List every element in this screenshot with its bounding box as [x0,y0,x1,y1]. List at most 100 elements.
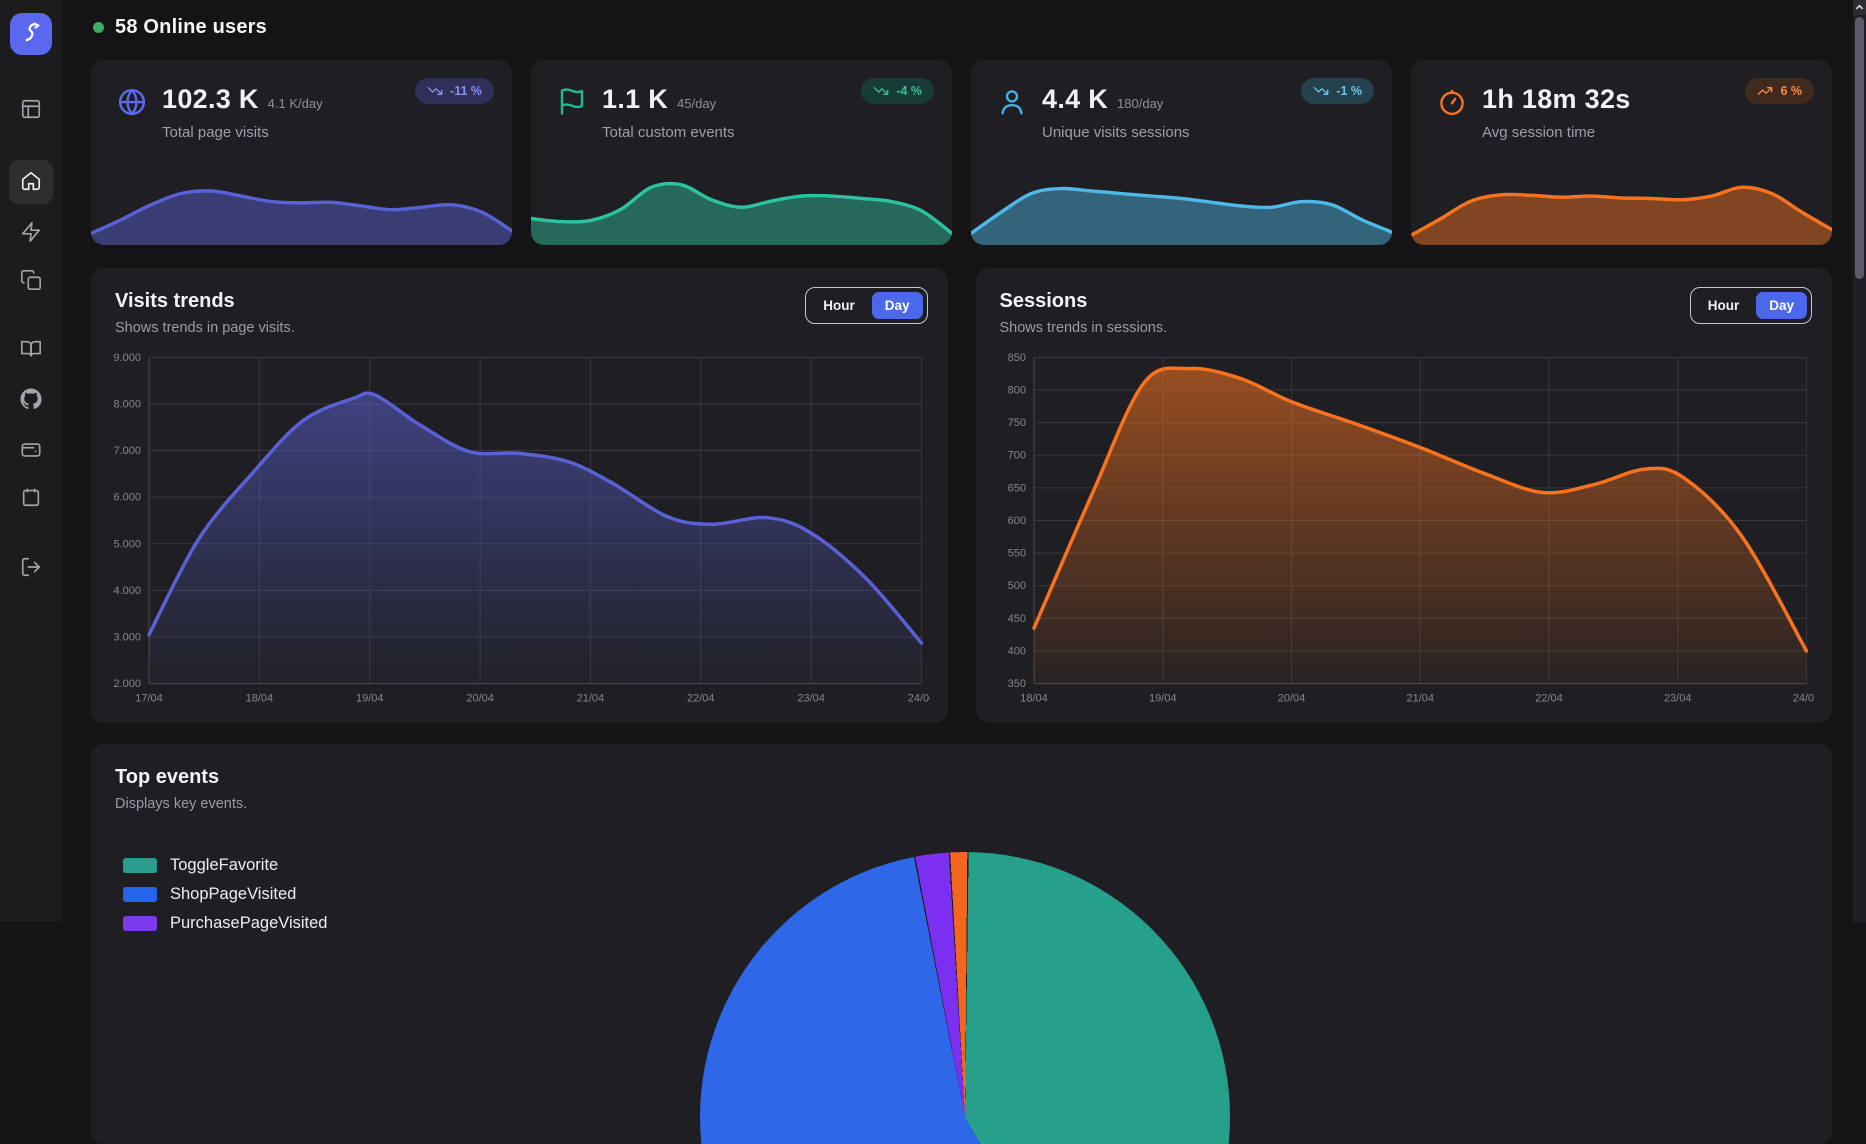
svg-text:23/04: 23/04 [1663,693,1691,705]
svg-text:20/04: 20/04 [466,693,494,705]
visits-area-chart: 2.000 3.000 4.000 5.000 6.000 7.000 8.000 9.000… [109,348,930,713]
svg-text:18/04: 18/04 [1020,693,1048,705]
dashboard-main: 58 Online users 102.3 K 4.1 K/day Total … [91,0,1832,1144]
stat-card-unique-sessions: 4.4 K 180/day Unique visits sessions -1 … [971,60,1392,245]
svg-text:700: 700 [1007,450,1025,462]
sidebar-item-copies[interactable] [0,259,62,303]
svg-text:5.000: 5.000 [113,538,141,550]
stat-label: Total page visits [162,124,269,141]
svg-text:21/04: 21/04 [1406,693,1434,705]
svg-text:24/04: 24/04 [1792,693,1814,705]
trend-badge-text: -11 % [450,84,482,98]
svg-text:8.000: 8.000 [113,399,141,411]
svg-text:18/04: 18/04 [246,693,274,705]
legend-label: ShopPageVisited [170,885,297,903]
day-toggle-button[interactable]: Day [871,292,923,319]
sidebar-item-docs[interactable] [0,328,62,372]
sidebar-item-events[interactable] [0,211,62,255]
sidebar-item-logout[interactable] [0,546,62,590]
app-logo[interactable] [10,13,52,55]
svg-text:21/04: 21/04 [577,693,605,705]
charts-row: Visits trends Shows trends in page visit… [91,268,1832,723]
svg-text:2.000: 2.000 [113,678,141,690]
legend-item: PurchasePageVisited [123,914,327,933]
panel-title: Visits trends [115,290,235,312]
sidebar [0,0,62,922]
book-open-icon [20,338,42,363]
legend-item: ShopPageVisited [123,885,327,904]
session-time-sparkline [1411,167,1832,245]
stat-rate: 45/day [677,96,717,111]
svg-text:750: 750 [1007,417,1025,429]
svg-text:19/04: 19/04 [1149,693,1177,705]
stat-value: 102.3 K [162,84,259,114]
logo-swoosh-icon [18,19,44,50]
svg-text:650: 650 [1007,482,1025,494]
scroll-up-button[interactable] [1853,0,1866,15]
day-toggle-button[interactable]: Day [1756,292,1807,319]
stat-value: 4.4 K [1042,84,1109,114]
logout-icon [20,556,42,581]
stat-label: Unique visits sessions [1042,124,1190,141]
svg-text:350: 350 [1007,678,1025,690]
trend-badge-text: -4 % [896,84,922,98]
unique-sessions-sparkline [971,167,1392,245]
legend-label: ToggleFavorite [170,856,279,874]
trend-badge-text: -1 % [1336,84,1362,98]
wallet-icon [20,439,42,464]
hour-toggle-button[interactable]: Hour [810,292,868,319]
panel-title: Sessions [999,290,1088,312]
trend-badge-text: 6 % [1780,84,1802,98]
zap-icon [20,221,42,246]
svg-text:4.000: 4.000 [113,585,141,597]
svg-text:23/04: 23/04 [797,693,825,705]
panel-subtitle: Displays key events. [115,796,248,812]
user-icon [1001,90,1023,115]
sidebar-item-github[interactable] [0,378,62,422]
panels-icon [20,98,42,123]
page-visits-sparkline [91,167,512,245]
svg-text:600: 600 [1007,515,1025,527]
svg-text:850: 850 [1007,352,1025,364]
sidebar-item-pages[interactable] [0,88,62,132]
chevron-up-icon [1855,0,1864,15]
hour-toggle-button[interactable]: Hour [1695,292,1753,319]
top-events-panel: Top events Displays key events. ToggleFa… [91,744,1832,1144]
sidebar-item-billing[interactable] [0,429,62,473]
stat-label: Avg session time [1482,124,1596,141]
svg-text:450: 450 [1007,613,1025,625]
svg-text:17/04: 17/04 [135,693,163,705]
scrollbar-thumb[interactable] [1855,17,1864,279]
svg-text:7.000: 7.000 [113,445,141,457]
legend-swatch [123,858,157,873]
flag-icon [560,88,584,115]
sidebar-item-calendar[interactable] [0,476,62,520]
sidebar-item-home[interactable] [9,160,53,204]
stat-value: 1.1 K [602,84,669,114]
online-status-dot [93,22,104,33]
svg-text:9.000: 9.000 [113,352,141,364]
stat-card-custom-events: 1.1 K 45/day Total custom events -4 % [531,60,952,245]
custom-events-sparkline [531,167,952,245]
top-events-pie-chart [700,852,1230,1144]
panel-subtitle: Shows trends in sessions. [999,320,1168,336]
stat-label: Total custom events [602,124,735,141]
panel-subtitle: Shows trends in page visits. [115,320,295,336]
trend-badge: -1 % [1301,78,1374,104]
trending-down-icon [1313,87,1329,95]
trending-down-icon [873,87,889,95]
panel-title: Top events [115,766,220,788]
svg-text:24/04: 24/04 [908,693,930,705]
trend-badge: 6 % [1745,78,1814,104]
timer-icon [1440,89,1464,116]
trend-badge: -4 % [861,78,934,104]
top-events-legend: ToggleFavorite ShopPageVisited PurchaseP… [123,856,327,933]
svg-text:20/04: 20/04 [1277,693,1305,705]
svg-text:400: 400 [1007,645,1025,657]
github-icon [20,387,42,413]
window-scrollbar[interactable] [1853,0,1866,922]
svg-text:22/04: 22/04 [687,693,715,705]
copy-icon [20,269,42,294]
stats-row: 102.3 K 4.1 K/day Total page visits -11 … [91,60,1832,245]
svg-text:19/04: 19/04 [356,693,384,705]
